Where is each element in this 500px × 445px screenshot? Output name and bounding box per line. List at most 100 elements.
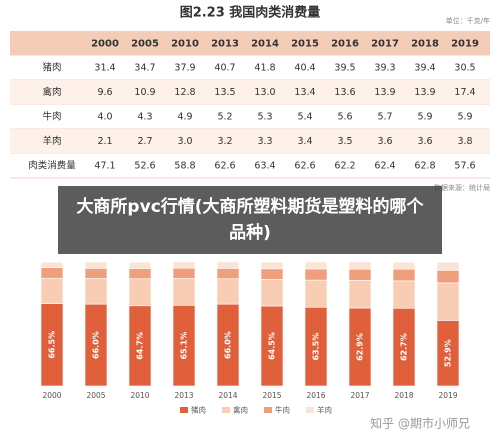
row-label: 牛肉 <box>42 110 61 122</box>
table-row-bg <box>10 153 490 178</box>
bar-segment <box>128 261 152 269</box>
x-tick-label: 2000 <box>42 391 61 400</box>
data-label: 66.5% <box>48 331 57 359</box>
table-cell: 62.4 <box>374 160 395 171</box>
table-cell: 34.7 <box>134 62 155 73</box>
column-header: 2000 <box>91 38 119 49</box>
table-cell: 57.6 <box>454 160 475 171</box>
column-header: 2005 <box>131 38 159 49</box>
table-cell: 17.4 <box>454 87 475 98</box>
x-tick-label: 2010 <box>130 391 149 400</box>
data-label: 63.5% <box>312 333 321 361</box>
table-cell: 13.4 <box>294 87 315 98</box>
legend-label: 牛肉 <box>275 405 290 415</box>
legend-swatch <box>264 407 272 413</box>
legend-swatch <box>180 407 188 413</box>
bar-segment <box>348 268 372 281</box>
table-row-bg <box>10 55 490 80</box>
table-cell: 3.0 <box>177 136 192 147</box>
bar-segment <box>128 268 152 280</box>
legend-label: 禽肉 <box>233 405 248 415</box>
bar-segment <box>172 267 196 279</box>
table-cell: 13.0 <box>254 87 275 98</box>
table-row-bg <box>10 80 490 105</box>
bar-segment <box>392 261 416 270</box>
table-header-bg <box>10 31 490 56</box>
table-cell: 63.4 <box>254 160 275 171</box>
table-cell: 3.3 <box>257 136 272 147</box>
x-tick-label: 2018 <box>394 391 413 400</box>
table-cell: 39.5 <box>334 62 355 73</box>
column-header: 2016 <box>331 38 359 49</box>
bar-segment <box>216 268 240 280</box>
bar-segment <box>84 278 108 305</box>
row-label: 肉类消费量 <box>28 159 76 171</box>
bar-segment <box>40 261 64 269</box>
x-tick-label: 2016 <box>306 391 325 400</box>
data-label: 62.9% <box>356 333 365 361</box>
table-cell: 2.1 <box>97 136 112 147</box>
data-label: 64.5% <box>268 332 277 360</box>
table-cell: 4.9 <box>177 111 192 122</box>
table-cell: 5.2 <box>217 111 232 122</box>
data-label: 65.1% <box>180 332 189 360</box>
table-cell: 62.6 <box>214 160 235 171</box>
column-header: 2013 <box>211 38 239 49</box>
table-cell: 4.3 <box>137 111 152 122</box>
bar-segment <box>260 261 284 270</box>
bar-segment <box>392 268 416 282</box>
table-cell: 3.2 <box>217 136 232 147</box>
bar-segment <box>40 267 64 279</box>
table-cell: 4.0 <box>97 111 112 122</box>
watermark: 知乎 @期市小师兄 <box>370 416 470 431</box>
table-title: 图2.23 我国肉类消费量 <box>180 5 321 21</box>
bar-segment <box>436 270 460 284</box>
overlay-title: 大商所pvc行情(大商所塑料期货是塑料的哪个品种) <box>58 186 442 254</box>
column-header: 2010 <box>171 38 199 49</box>
table-cell: 40.7 <box>214 62 235 73</box>
legend-label: 猪肉 <box>191 405 206 415</box>
data-label: 66.0% <box>224 331 233 359</box>
table-cell: 3.8 <box>457 136 472 147</box>
table-cell: 12.8 <box>174 87 195 98</box>
table-cell: 47.1 <box>94 160 115 171</box>
row-label: 禽肉 <box>42 86 61 98</box>
table-cell: 40.4 <box>294 62 315 73</box>
table-cell: 31.4 <box>94 62 115 73</box>
unit: 单位：千克/年 <box>446 16 490 25</box>
table-cell: 3.5 <box>337 136 352 147</box>
bar-segment <box>304 279 328 308</box>
table-cell: 58.8 <box>174 160 195 171</box>
bar-segment <box>84 268 108 279</box>
bar-segment <box>348 280 372 309</box>
table-cell: 5.4 <box>297 111 312 122</box>
x-tick-label: 2015 <box>262 391 281 400</box>
column-header: 2019 <box>451 38 479 49</box>
bar-segment <box>392 280 416 309</box>
source: 数据来源：统计局 <box>434 183 490 192</box>
table-cell: 5.3 <box>257 111 272 122</box>
table-row-bg <box>10 129 490 154</box>
bar-segment <box>128 278 152 307</box>
table-cell: 13.5 <box>214 87 235 98</box>
table-cell: 3.6 <box>417 136 432 147</box>
data-label: 62.7% <box>400 333 409 361</box>
bar-segment <box>172 278 196 306</box>
data-label: 64.7% <box>136 332 145 360</box>
table-cell: 2.7 <box>137 136 152 147</box>
table-cell: 62.8 <box>414 160 435 171</box>
bar-segment <box>304 261 328 270</box>
legend-swatch <box>222 407 230 413</box>
table-cell: 5.7 <box>377 111 392 122</box>
table-cell: 3.4 <box>297 136 312 147</box>
table-cell: 30.5 <box>454 62 475 73</box>
x-tick-label: 2019 <box>438 391 457 400</box>
bar-segment <box>216 261 240 269</box>
x-tick-label: 2013 <box>174 391 193 400</box>
column-header: 2015 <box>291 38 319 49</box>
bar-segment <box>84 261 108 269</box>
legend-label: 羊肉 <box>317 405 332 415</box>
table-cell: 41.8 <box>254 62 275 73</box>
